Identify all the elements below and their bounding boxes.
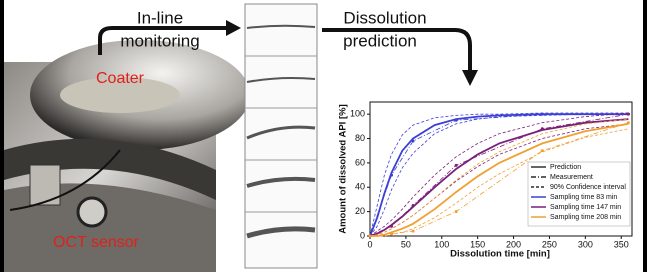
measurement-line [369,113,629,237]
measurement-point [411,204,415,208]
frame-left [0,0,4,272]
measurement-point [540,149,544,153]
ci-line [369,113,629,237]
step-title: monitoring [120,31,199,50]
arrow-head [226,20,241,36]
legend-label: Sampling time 83 min [550,194,617,201]
y-tick-label: 60 [355,157,365,167]
arrow-head [462,70,478,86]
y-tick-label: 80 [355,133,365,143]
measurement-line [369,122,629,237]
x-tick-label: 300 [578,239,593,249]
oct-images [244,3,318,269]
arrow [322,28,472,70]
legend-box [527,161,631,227]
x-tick-label: 0 [367,239,372,249]
measurement-point [540,112,544,116]
arrow [98,26,226,55]
x-tick-label: 350 [614,239,629,249]
step-title: In-line [137,8,183,27]
measurement-point [626,112,630,116]
measurement-point [390,224,394,228]
x-tick-label: 50 [401,239,411,249]
measurement-point [390,173,394,177]
measurement-point [454,210,458,214]
measurement-point [454,118,458,122]
y-axis-label: Amount of dissolved API [%] [338,104,349,233]
y-tick-label: 0 [360,230,365,240]
measurement-point [368,234,372,238]
measurement-point [454,163,458,167]
x-tick-label: 250 [542,239,557,249]
x-tick-label: 150 [470,239,485,249]
prediction-line [370,123,629,237]
y-tick-label: 100 [350,109,365,119]
x-axis-label: Dissolution time [min] [450,249,550,260]
measurement-point [411,139,415,143]
photo-label: OCT sensor [53,234,140,251]
photo-label: Coater [96,70,145,87]
x-tick-label: 200 [506,239,521,249]
legend-label: 90% Confidence interval [550,184,626,191]
y-tick-label: 20 [355,206,365,216]
x-tick-label: 100 [434,239,449,249]
legend-label: Sampling time 147 min [550,204,621,211]
ci-line [369,112,629,237]
legend-label: Sampling time 208 min [550,214,621,221]
legend-label: Measurement [550,174,593,181]
measurement-point [390,232,394,236]
coater-photo [4,40,250,272]
step-title: prediction [343,31,417,50]
ci-line [369,118,629,237]
frame-right [643,0,647,272]
measurement-line [369,113,629,237]
measurement-point [540,127,544,131]
step-title: Dissolution [343,8,426,27]
y-tick-label: 40 [355,182,365,192]
legend-label: Prediction [550,164,581,171]
measurement-point [626,121,630,125]
measurement-point [411,229,415,233]
